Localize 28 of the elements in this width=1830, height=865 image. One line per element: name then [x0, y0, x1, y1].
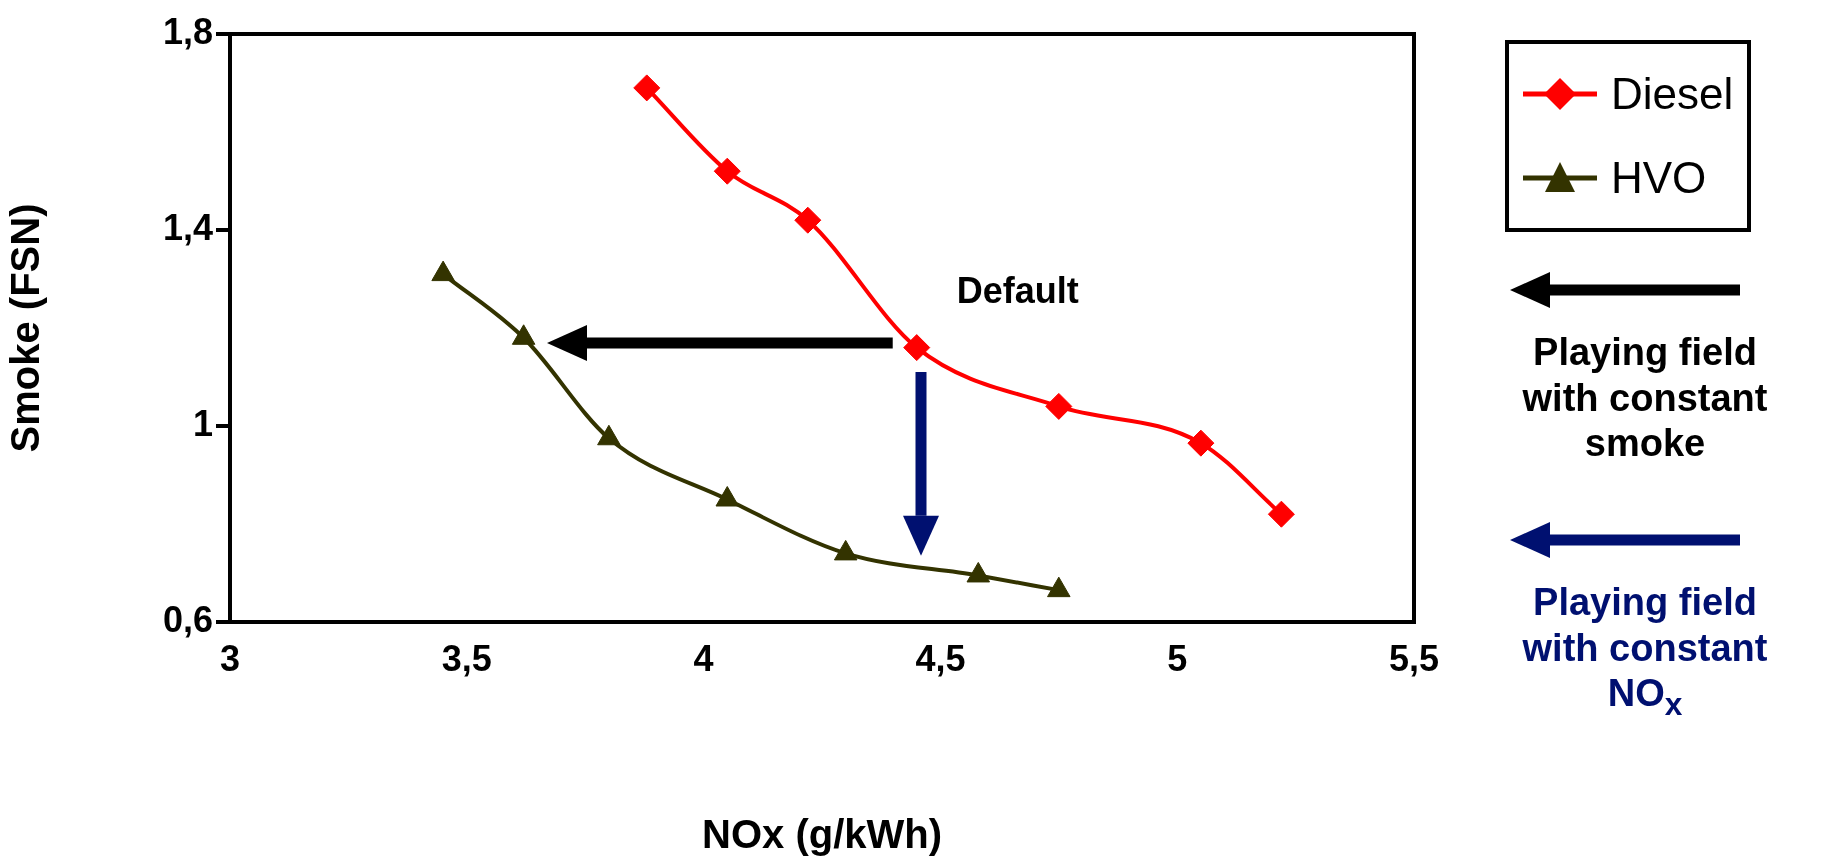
x-tick-label: 3: [219, 637, 241, 679]
point: [966, 561, 991, 583]
legend-label: Diesel: [1611, 69, 1734, 119]
text: Playing field with constant smoke: [1521, 330, 1769, 467]
point: [1047, 576, 1071, 598]
point: [597, 424, 621, 446]
point: [794, 206, 822, 234]
point: [713, 157, 741, 185]
y-tick-label: 0,6: [162, 598, 213, 640]
x-axis-title: NOx (g/kWh): [702, 812, 942, 857]
x-tick-label: 3,5: [441, 637, 492, 679]
legend-label: HVO: [1611, 153, 1707, 203]
y-tick-label: 1,8: [162, 10, 213, 52]
x-tick-label: 4: [693, 637, 714, 679]
point: [431, 260, 455, 282]
x-tick-label: 5: [1167, 637, 1188, 679]
y-tick-label: 1,4: [162, 206, 213, 248]
point: [1045, 392, 1073, 420]
y-tick-label: 1: [192, 402, 213, 444]
y-axis-title: Smoke (FSN): [3, 203, 48, 453]
x-tick-label: 4,5: [915, 637, 966, 679]
point: [511, 324, 536, 345]
x-tick-label: 5,5: [1388, 637, 1440, 679]
point: [633, 74, 661, 102]
point: [715, 486, 740, 507]
annotation: Default: [956, 269, 1079, 311]
text: Playing field with constant NO$_{x}$: [1521, 580, 1769, 723]
point: [833, 539, 858, 561]
